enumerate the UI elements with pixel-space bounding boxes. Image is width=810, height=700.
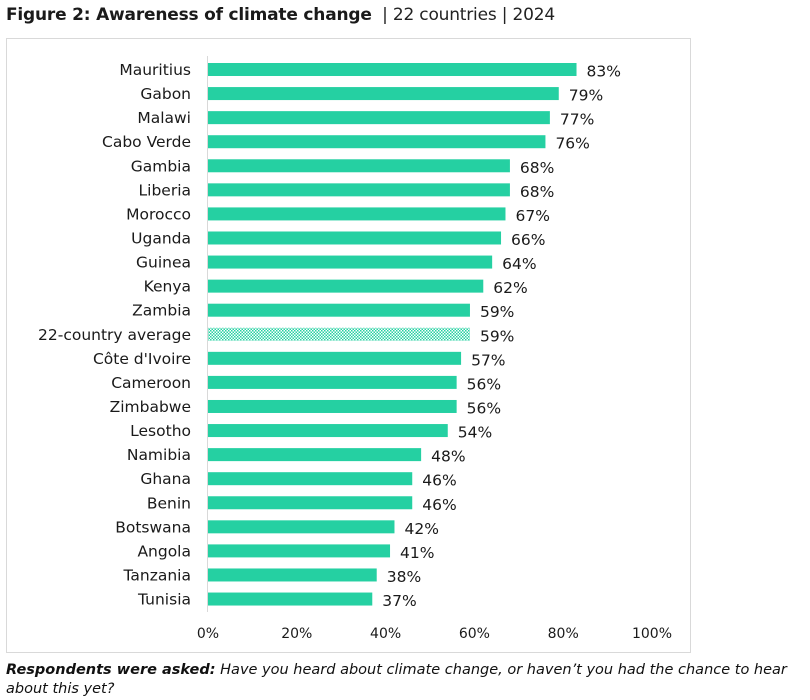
bar [208, 183, 510, 197]
category-label: Zambia [132, 302, 191, 320]
data-label: 83% [587, 63, 621, 81]
category-label: Cabo Verde [102, 133, 191, 151]
data-label: 62% [493, 279, 527, 297]
chart-frame [6, 38, 691, 653]
x-tick-label: 100% [632, 626, 672, 642]
chart-title-main: Figure 2: Awareness of climate change [6, 5, 372, 25]
category-label: Côte d'Ivoire [93, 350, 191, 368]
data-label: 67% [515, 207, 549, 225]
category-label: Gambia [131, 157, 191, 175]
category-label: Malawi [137, 109, 191, 127]
category-label: Liberia [139, 181, 192, 199]
footnote-question: Have you heard about climate change, or … [6, 662, 787, 697]
data-label: 46% [422, 472, 456, 490]
bar [208, 159, 510, 173]
data-label: 66% [511, 231, 545, 249]
bar [208, 279, 484, 293]
data-label: 57% [471, 351, 505, 369]
bar [208, 135, 546, 149]
bar [208, 207, 506, 221]
category-label: Benin [147, 494, 191, 512]
bar [208, 592, 373, 606]
x-tick-label: 80% [548, 626, 579, 642]
bar [208, 255, 493, 269]
category-label: Uganda [131, 229, 191, 247]
x-tick-label: 60% [459, 626, 490, 642]
category-label: Tanzania [123, 566, 192, 584]
category-label: Angola [137, 542, 191, 560]
category-label: Ghana [140, 470, 191, 488]
data-label: 56% [467, 375, 501, 393]
x-tick-label: 0% [197, 626, 219, 642]
footnote-label: Respondents were asked: [6, 662, 216, 678]
bar [208, 544, 391, 558]
category-label: Tunisia [137, 591, 191, 609]
data-label: 77% [560, 111, 594, 129]
bar [208, 231, 502, 245]
bar [208, 111, 550, 125]
category-label: Mauritius [119, 61, 191, 79]
category-label: Zimbabwe [110, 398, 191, 416]
category-label: Lesotho [130, 422, 191, 440]
data-label: 59% [480, 327, 514, 345]
data-label: 46% [422, 496, 456, 514]
bar [208, 520, 395, 534]
data-label: 56% [467, 399, 501, 417]
bar [208, 303, 470, 317]
chart-subtitle-countries: 22 countries [392, 5, 497, 25]
bar [208, 63, 577, 76]
title-separator: | [501, 5, 508, 25]
category-label: Morocco [126, 205, 191, 223]
footnote: Respondents were asked: Have you heard a… [6, 661, 806, 699]
category-label: 22-country average [38, 326, 191, 344]
bar [208, 448, 422, 462]
bar [208, 424, 448, 438]
data-label: 38% [387, 568, 421, 586]
chart-subtitle-year: 2024 [512, 5, 555, 25]
chart-title: Figure 2: Awareness of climate change | … [6, 5, 555, 25]
title-separator: | [382, 5, 388, 25]
category-label: Kenya [144, 278, 191, 296]
data-label: 54% [458, 424, 492, 442]
data-label: 37% [382, 592, 416, 610]
bar-average [208, 327, 470, 341]
data-label: 64% [502, 255, 536, 273]
bar [208, 568, 377, 582]
bar [208, 472, 413, 486]
bar [208, 351, 462, 365]
data-label: 41% [400, 544, 434, 562]
bar [208, 496, 413, 510]
category-label: Cameroon [111, 374, 191, 392]
bar [208, 87, 559, 101]
x-tick-label: 20% [281, 626, 312, 642]
category-label: Botswana [115, 518, 191, 536]
category-label: Gabon [140, 85, 191, 103]
data-label: 59% [480, 303, 514, 321]
data-label: 68% [520, 159, 554, 177]
data-label: 42% [404, 520, 438, 538]
bar [208, 375, 457, 389]
data-label: 48% [431, 448, 465, 466]
x-tick-label: 40% [370, 626, 401, 642]
bar [208, 399, 457, 413]
data-label: 76% [555, 135, 589, 153]
category-label: Guinea [136, 254, 191, 272]
category-label: Namibia [127, 446, 191, 464]
data-label: 68% [520, 183, 554, 201]
data-label: 79% [569, 87, 603, 105]
